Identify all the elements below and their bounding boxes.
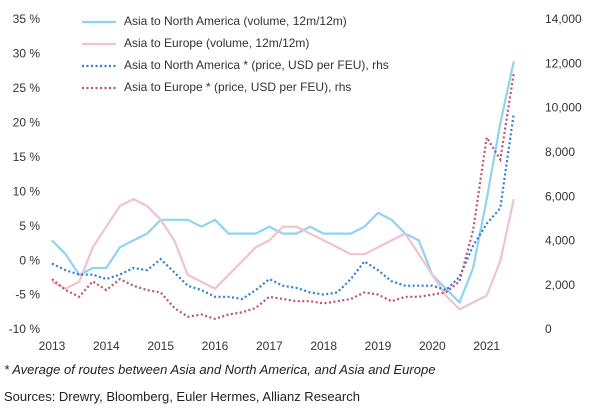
y-tick-label: -5 % bbox=[15, 288, 40, 302]
x-tick-label: 2015 bbox=[147, 339, 174, 353]
y2-tick-label: 4,000 bbox=[545, 234, 575, 248]
x-tick-label: 2016 bbox=[202, 339, 229, 353]
legend-label: Asia to Europe (volume, 12m/12m) bbox=[124, 36, 309, 50]
y-tick-label: 25 % bbox=[13, 81, 41, 95]
footnote: * Average of routes between Asia and Nor… bbox=[4, 362, 436, 377]
y-tick-label: 35 % bbox=[13, 12, 41, 26]
x-tick-label: 2013 bbox=[39, 339, 66, 353]
y-tick-label: 20 % bbox=[13, 116, 41, 130]
y2-tick-label: 10,000 bbox=[545, 101, 582, 115]
chart: 35 % 30 % 25 % 20 % 15 % 10 % 5 % 0 % -5 % -10 % 0… bbox=[9, 12, 582, 353]
y2-tick-label: 0 bbox=[545, 322, 552, 336]
legend-label: Asia to North America (volume, 12m/12m) bbox=[124, 14, 347, 28]
x-tick-label: 2014 bbox=[93, 339, 120, 353]
series-line bbox=[51, 112, 515, 301]
x-tick-label: 2020 bbox=[419, 339, 446, 353]
x-tick-label: 2017 bbox=[256, 339, 283, 353]
y-tick-label: 10 % bbox=[13, 184, 41, 198]
y-tick-label: 0 % bbox=[19, 253, 40, 267]
y2-tick-label: 2,000 bbox=[545, 278, 575, 292]
legend-label: Asia to North America * (price, USD per … bbox=[124, 58, 389, 72]
series-line bbox=[51, 72, 515, 321]
y-tick-label: 30 % bbox=[13, 47, 41, 61]
source: Sources: Drewry, Bloomberg, Euler Hermes… bbox=[4, 389, 360, 404]
y-tick-label: 5 % bbox=[19, 219, 40, 233]
series-line bbox=[51, 61, 515, 305]
series-line bbox=[51, 197, 515, 311]
y2-tick-label: 12,000 bbox=[545, 56, 582, 70]
x-tick-label: 2021 bbox=[473, 339, 500, 353]
y2-tick-label: 8,000 bbox=[545, 145, 575, 159]
x-tick-label: 2018 bbox=[310, 339, 337, 353]
y-tick-label: -10 % bbox=[9, 322, 41, 336]
y-tick-label: 15 % bbox=[13, 150, 41, 164]
y2-tick-label: 6,000 bbox=[545, 189, 575, 203]
x-tick-label: 2019 bbox=[365, 339, 392, 353]
y2-tick-label: 14,000 bbox=[545, 12, 582, 26]
legend-label: Asia to Europe * (price, USD per FEU), r… bbox=[124, 80, 351, 94]
